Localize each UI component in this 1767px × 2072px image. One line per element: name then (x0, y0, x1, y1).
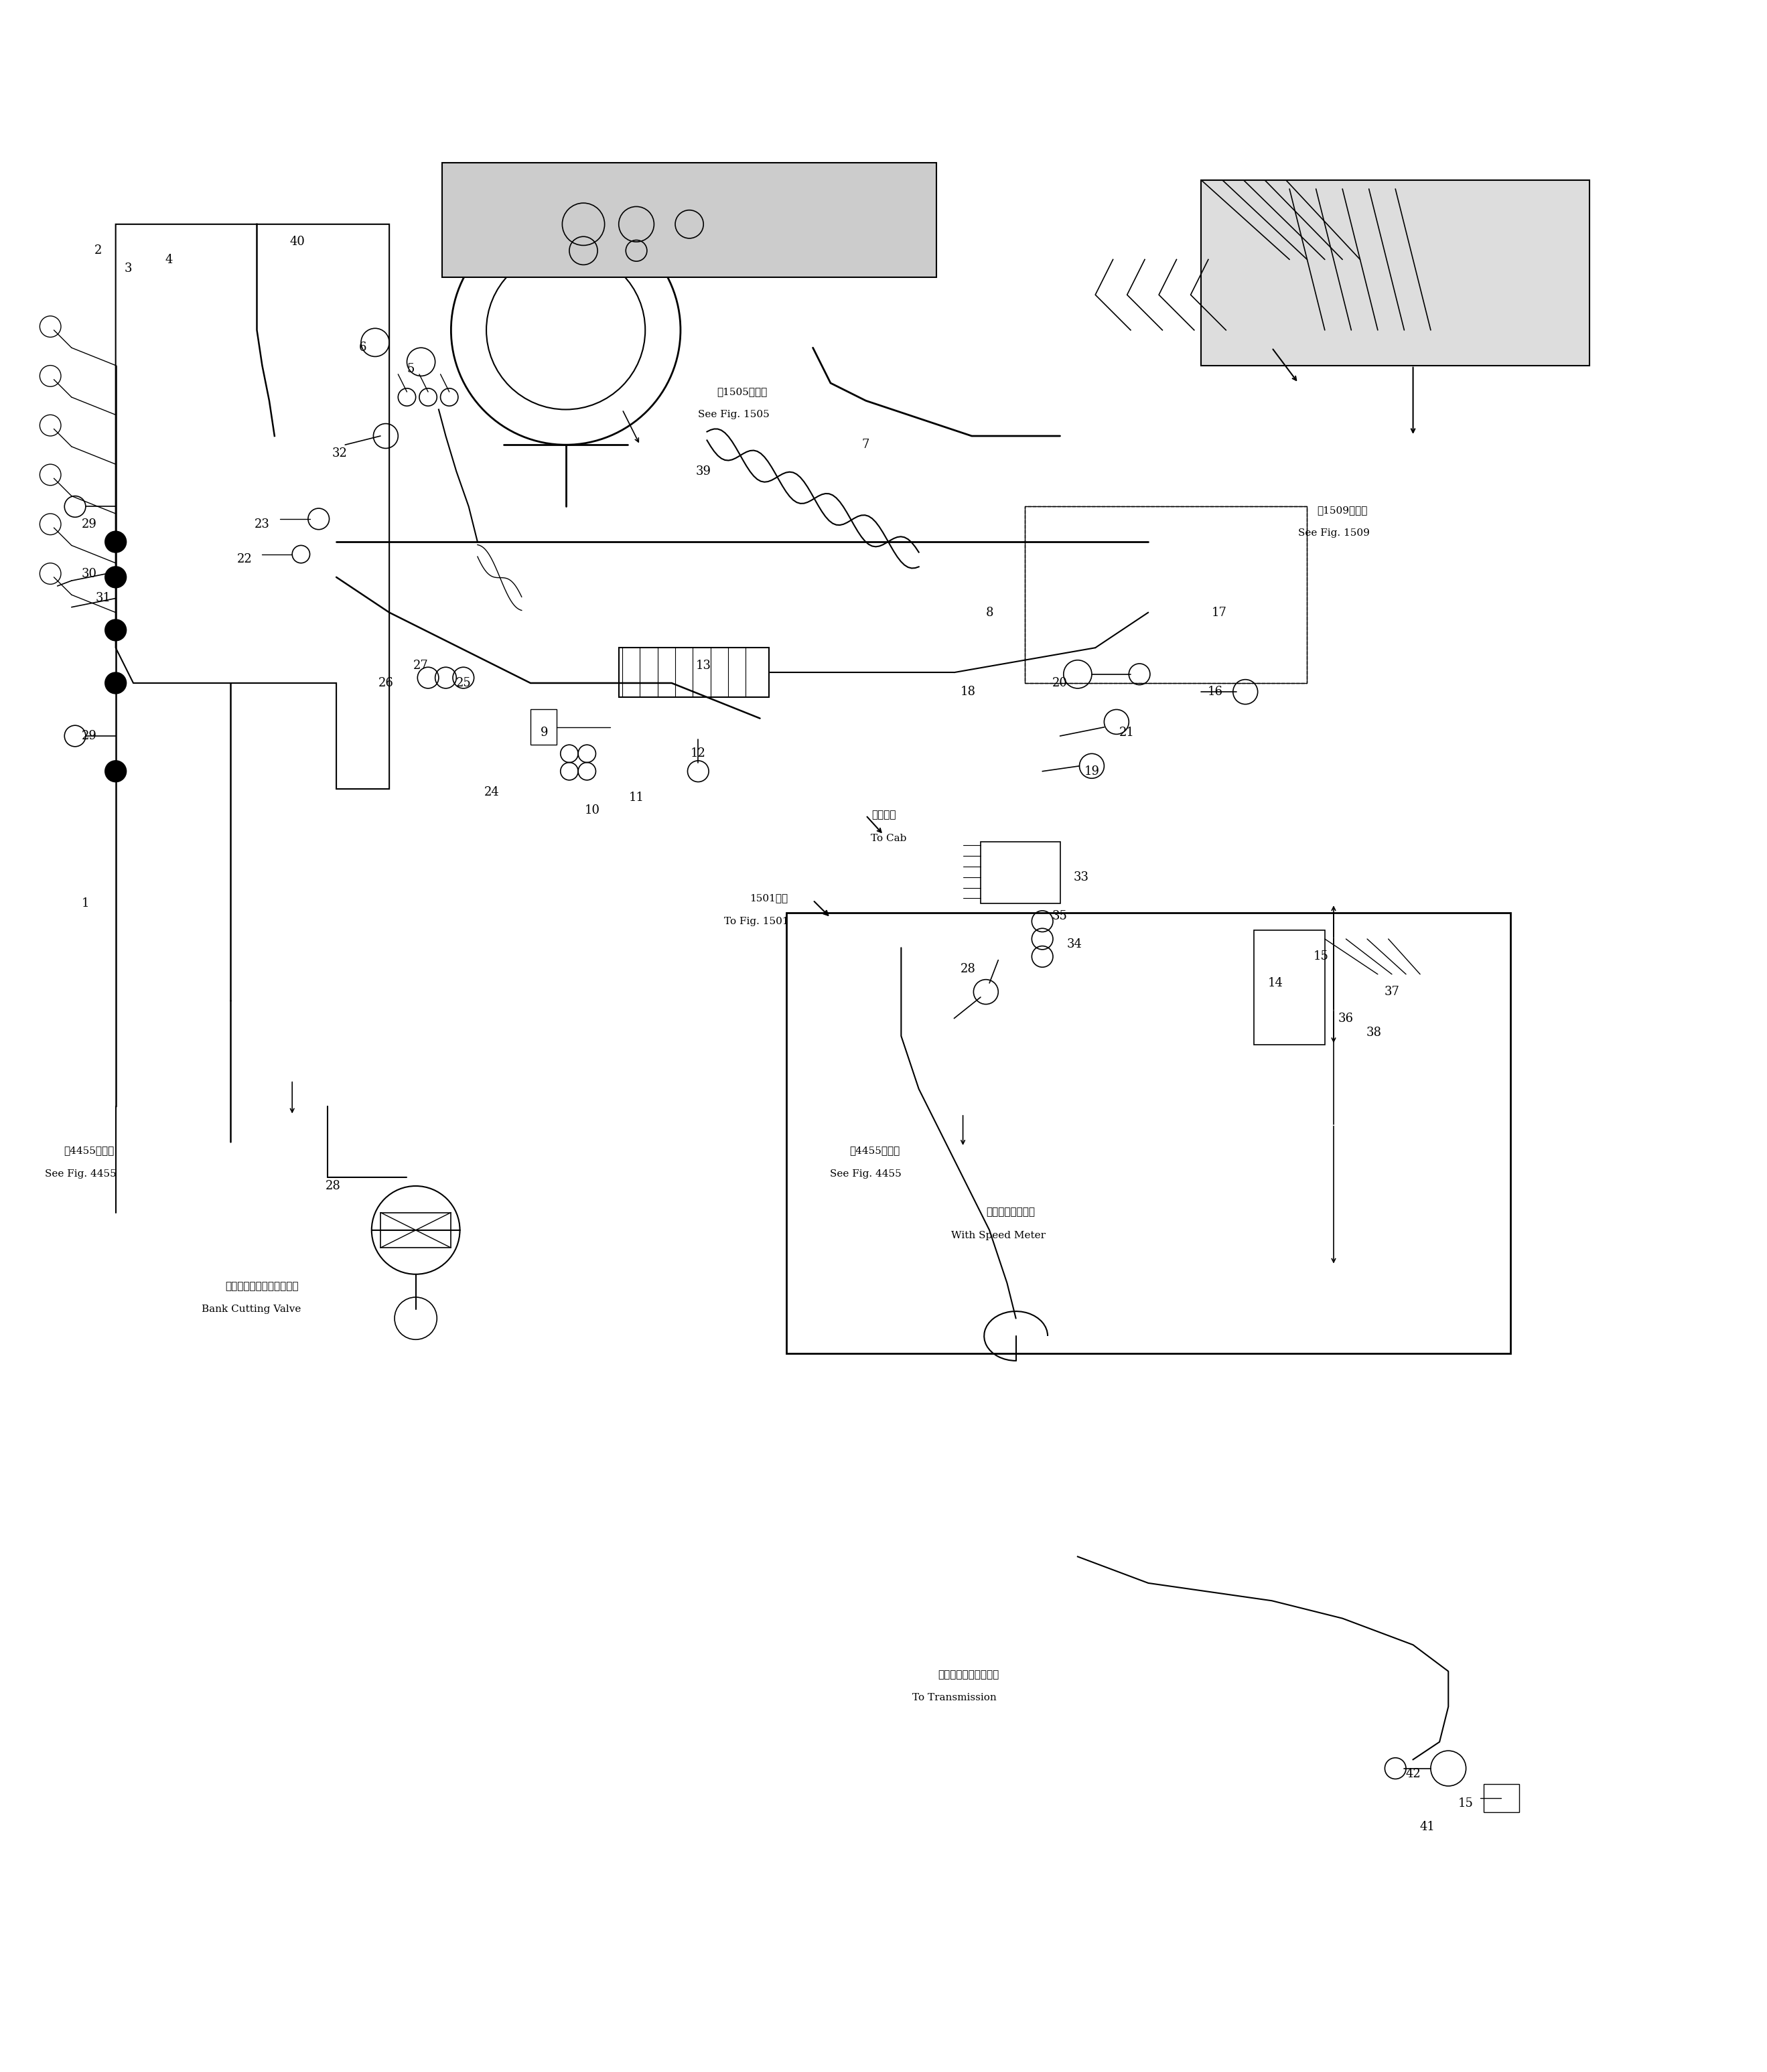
Text: 19: 19 (1085, 765, 1099, 777)
Circle shape (104, 620, 125, 640)
Text: Bank Cutting Valve: Bank Cutting Valve (201, 1305, 300, 1314)
Bar (618, 649, 769, 696)
Text: 34: 34 (1067, 939, 1081, 951)
Text: See Fig. 4455: See Fig. 4455 (830, 1169, 901, 1179)
Text: 33: 33 (1074, 870, 1088, 883)
Bar (1484, 1784, 1520, 1813)
Text: 22: 22 (237, 553, 253, 566)
Text: 28: 28 (961, 963, 975, 976)
Text: 26: 26 (378, 678, 394, 690)
Bar (1202, 180, 1590, 365)
Text: 35: 35 (1053, 910, 1067, 922)
Text: See Fig. 4455: See Fig. 4455 (44, 1169, 117, 1179)
Text: 24: 24 (484, 787, 500, 798)
Bar (530, 709, 557, 744)
Text: 1: 1 (81, 897, 90, 910)
Text: 42: 42 (1405, 1767, 1421, 1780)
Text: 38: 38 (1366, 1026, 1382, 1038)
Circle shape (104, 673, 125, 694)
Bar (1255, 930, 1325, 1044)
Bar (1025, 506, 1308, 684)
Text: 39: 39 (696, 466, 710, 477)
Circle shape (104, 530, 125, 553)
Text: 2: 2 (94, 244, 102, 257)
Text: 37: 37 (1384, 986, 1399, 999)
Text: 40: 40 (290, 236, 306, 249)
Text: 9: 9 (541, 727, 548, 738)
Text: See Fig. 1509: See Fig. 1509 (1297, 528, 1369, 539)
Text: 17: 17 (1210, 607, 1226, 617)
Text: 14: 14 (1267, 978, 1283, 988)
Text: 29: 29 (81, 729, 97, 742)
Text: 15: 15 (1458, 1798, 1474, 1809)
Text: 25: 25 (456, 678, 472, 690)
Text: 5: 5 (406, 363, 413, 375)
Text: 27: 27 (413, 659, 429, 671)
Text: キャブへ: キャブへ (871, 810, 896, 821)
Text: 10: 10 (585, 804, 601, 816)
Text: 第4455図参照: 第4455図参照 (64, 1146, 115, 1156)
Bar (786, 912, 1511, 1353)
Text: 11: 11 (629, 792, 645, 804)
Text: 3: 3 (124, 263, 133, 274)
Text: To Fig. 1501: To Fig. 1501 (724, 916, 788, 926)
Text: 28: 28 (325, 1179, 341, 1191)
Text: バンクカッティングバルブ: バンクカッティングバルブ (226, 1283, 299, 1291)
Text: 4: 4 (164, 253, 173, 265)
Text: トランスミッションへ: トランスミッションへ (938, 1670, 998, 1680)
Text: 32: 32 (332, 448, 348, 460)
Text: To Cab: To Cab (871, 833, 906, 843)
Circle shape (104, 566, 125, 588)
Text: 第1505図参照: 第1505図参照 (717, 387, 767, 396)
Text: 23: 23 (254, 518, 270, 530)
Text: 20: 20 (1053, 678, 1067, 690)
Text: 30: 30 (81, 568, 97, 580)
Text: 16: 16 (1207, 686, 1223, 698)
Text: 第1509図参照: 第1509図参照 (1316, 506, 1368, 514)
Text: スピードメータ付: スピードメータ付 (986, 1208, 1035, 1216)
Bar (1025, 506, 1308, 684)
Text: 8: 8 (986, 607, 993, 617)
Text: 31: 31 (95, 593, 111, 605)
Circle shape (104, 760, 125, 781)
Text: 41: 41 (1419, 1821, 1435, 1832)
Text: 7: 7 (862, 439, 869, 452)
Bar (380, 1212, 451, 1247)
Text: See Fig. 1505: See Fig. 1505 (698, 410, 769, 419)
Text: 15: 15 (1313, 951, 1329, 963)
Text: 29: 29 (81, 518, 97, 530)
Bar (442, 162, 937, 278)
Text: 1501図へ: 1501図へ (749, 893, 788, 903)
Text: 6: 6 (359, 342, 366, 354)
Text: 21: 21 (1120, 727, 1134, 738)
Text: 第4455図参照: 第4455図参照 (850, 1146, 899, 1156)
Text: 36: 36 (1338, 1013, 1354, 1024)
Text: 13: 13 (696, 659, 710, 671)
Text: 12: 12 (691, 748, 705, 760)
Text: To Transmission: To Transmission (912, 1693, 997, 1703)
Text: 18: 18 (961, 686, 975, 698)
Text: With Speed Meter: With Speed Meter (951, 1231, 1046, 1241)
